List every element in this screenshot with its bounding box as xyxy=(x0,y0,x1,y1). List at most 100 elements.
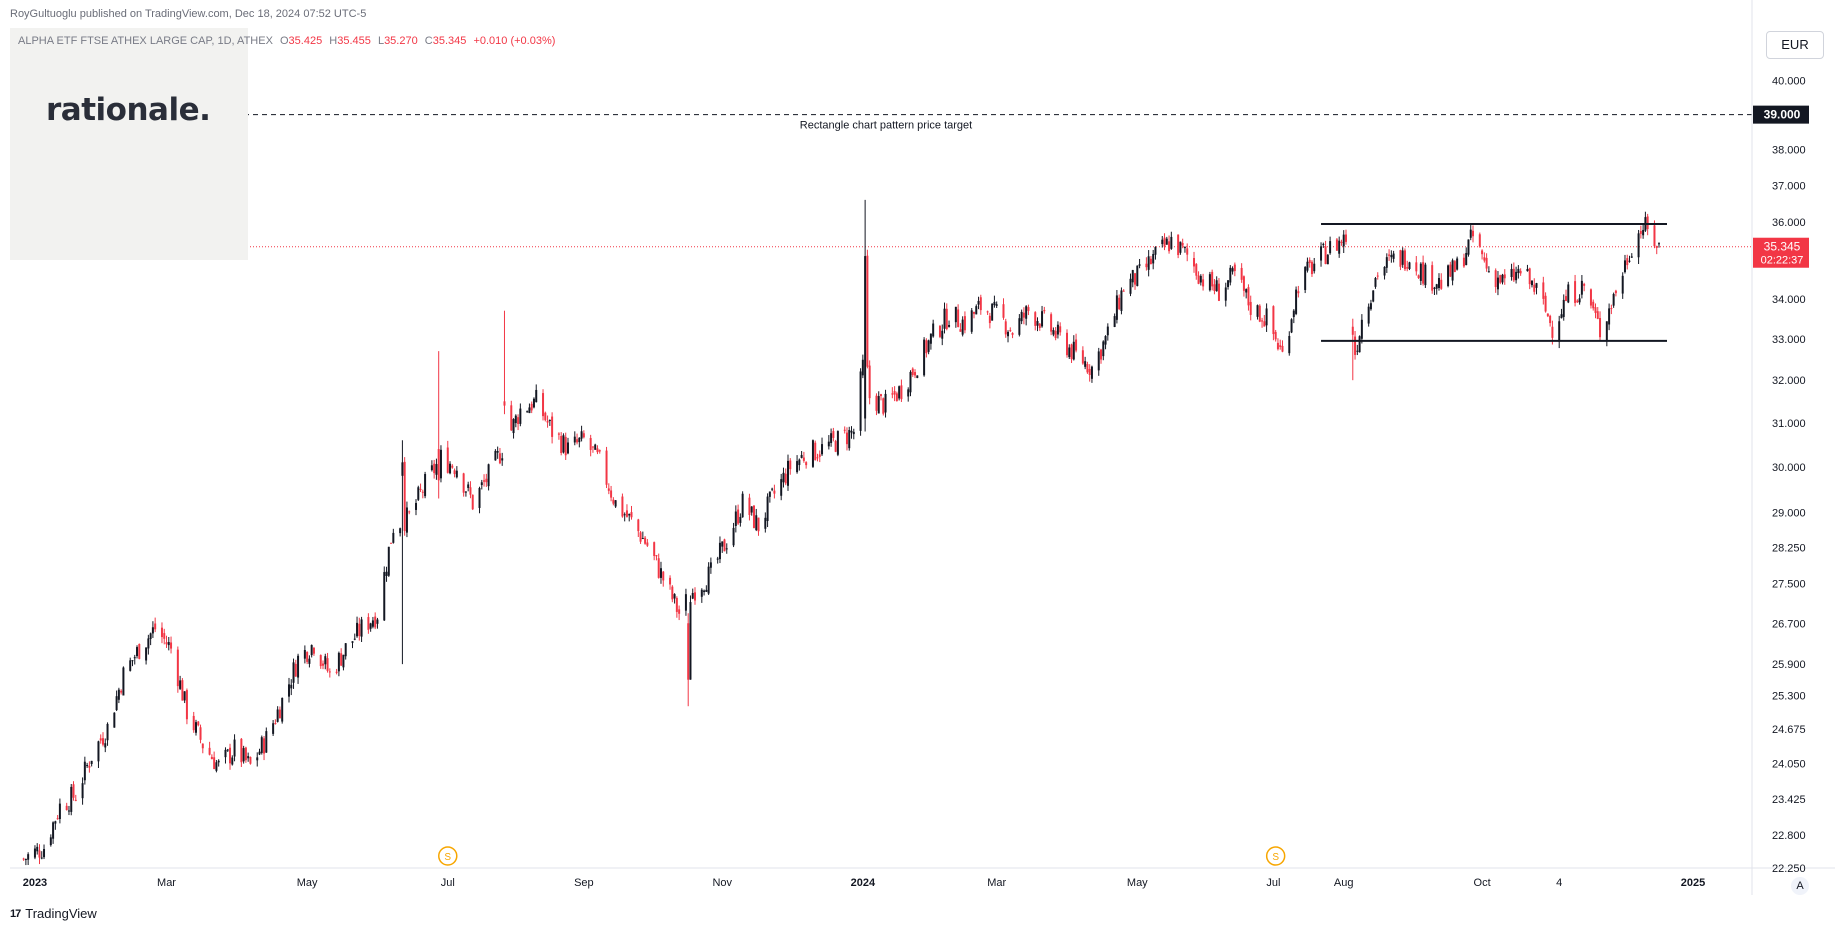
candle-body xyxy=(136,647,139,657)
candle-body xyxy=(1376,275,1379,277)
candle-body xyxy=(542,393,545,417)
candle-body xyxy=(197,721,200,726)
candle-body xyxy=(483,480,486,482)
candle-body xyxy=(514,415,517,424)
candle-body xyxy=(229,747,232,764)
candle-body xyxy=(1469,229,1472,238)
candle-body xyxy=(655,555,658,557)
candle-body xyxy=(1247,287,1250,306)
auto-scale-button[interactable]: A xyxy=(1791,877,1809,895)
candle-body xyxy=(415,502,418,510)
candle-body xyxy=(265,731,268,753)
candle-body xyxy=(437,449,440,481)
candle-body xyxy=(532,398,535,408)
candle-body xyxy=(709,562,712,568)
candle-body xyxy=(988,315,991,324)
candle-body xyxy=(308,658,311,664)
candle-body xyxy=(972,311,975,314)
candle-body xyxy=(845,432,848,445)
candle-body xyxy=(1104,336,1107,345)
candle-body xyxy=(471,494,474,510)
candle-body xyxy=(1115,295,1118,320)
candle-body xyxy=(1229,267,1232,283)
candle-body xyxy=(485,478,488,483)
candle-body xyxy=(310,645,313,656)
candle-body xyxy=(832,431,835,438)
candle-body xyxy=(562,435,565,453)
candle-body xyxy=(596,448,599,453)
currency-selector[interactable]: EUR xyxy=(1766,31,1824,59)
candle-body xyxy=(941,330,944,339)
candle-body xyxy=(1437,277,1440,288)
candle-body xyxy=(610,490,613,498)
candle-body xyxy=(160,627,163,638)
author-name[interactable]: RoyGultuoglu xyxy=(10,8,77,20)
tradingview-footer[interactable]: 17 TradingView xyxy=(10,906,97,921)
candle-body xyxy=(1610,308,1613,310)
candle-body xyxy=(1034,312,1037,326)
candle-body xyxy=(120,690,123,693)
candle-body xyxy=(1335,239,1338,251)
candle-body xyxy=(1068,347,1071,358)
x-tick-label: 2023 xyxy=(23,877,47,889)
candle-body xyxy=(1149,258,1152,265)
candle-body xyxy=(675,598,678,612)
candle-body xyxy=(864,256,867,419)
candle-body xyxy=(582,433,585,438)
candle-body xyxy=(1485,257,1488,269)
candle-body xyxy=(342,654,345,668)
candle-body xyxy=(281,697,284,722)
candle-body xyxy=(551,416,554,437)
candle-body xyxy=(1052,329,1055,335)
candle-body xyxy=(1022,312,1025,318)
candle-body xyxy=(938,325,941,337)
candle-body xyxy=(1106,326,1109,336)
candle-body xyxy=(1580,280,1583,295)
candle-body xyxy=(1526,268,1529,272)
candle-body xyxy=(183,691,186,701)
candle-body xyxy=(895,393,898,401)
candle-body xyxy=(800,454,803,458)
candle-body xyxy=(614,500,617,507)
candle-body xyxy=(1392,253,1395,259)
candle-body xyxy=(1258,305,1261,322)
candle-body xyxy=(1027,307,1030,311)
candle-body xyxy=(122,667,125,696)
candle-body xyxy=(1054,330,1057,339)
candle-body xyxy=(766,496,769,522)
candle-body xyxy=(97,741,100,762)
candle-body xyxy=(213,757,216,770)
candle-body xyxy=(1181,242,1184,246)
candle-body xyxy=(914,372,917,376)
candle-body xyxy=(850,430,853,433)
candle-body xyxy=(1510,268,1513,277)
candle-body xyxy=(217,760,220,763)
x-tick-label: Jul xyxy=(1266,877,1280,889)
y-tick-label: 29.000 xyxy=(1772,507,1806,519)
candle-body xyxy=(560,435,563,454)
x-tick-label: May xyxy=(1127,877,1148,889)
candle-body xyxy=(272,723,275,734)
candle-body xyxy=(1372,290,1375,302)
candle-body xyxy=(297,655,300,678)
candle-body xyxy=(165,642,168,645)
candle-body xyxy=(861,359,864,376)
candle-body xyxy=(464,491,467,493)
candle-body xyxy=(1596,311,1599,319)
candle-body xyxy=(390,542,393,544)
candle-body xyxy=(750,506,753,513)
candle-body xyxy=(1583,283,1586,286)
candle-body xyxy=(1354,336,1357,355)
target-price-label: 39.000 xyxy=(1764,108,1801,122)
candle-body xyxy=(605,450,608,485)
candle-body xyxy=(639,532,642,542)
candle-body xyxy=(925,340,928,354)
candle-body xyxy=(451,465,454,468)
candle-body xyxy=(1324,246,1327,264)
candle-body xyxy=(81,783,84,799)
candle-body xyxy=(90,760,93,765)
candle-body xyxy=(1292,310,1295,318)
candle-body xyxy=(802,457,805,461)
candle-body xyxy=(145,647,148,661)
